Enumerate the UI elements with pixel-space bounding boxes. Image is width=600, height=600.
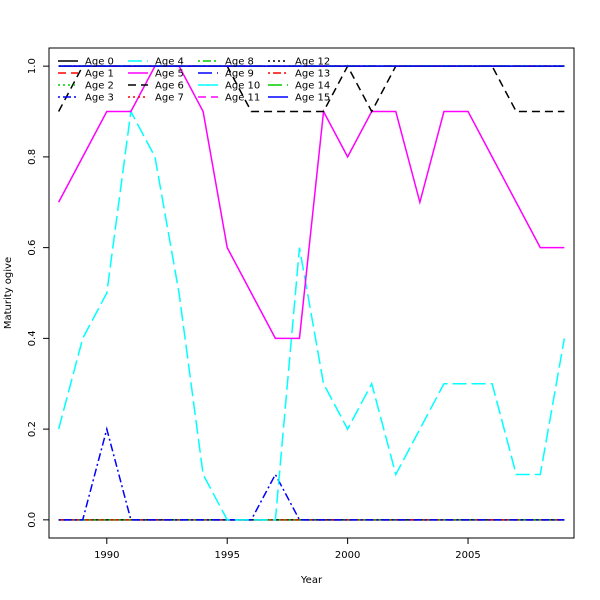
legend-label: Age 2 <box>85 81 114 92</box>
y-tick-label: 0.2 <box>27 421 38 437</box>
legend-label: Age 10 <box>225 81 260 92</box>
y-tick-label: 0.4 <box>27 330 38 346</box>
x-axis-title: Year <box>300 575 323 586</box>
legend-label: Age 14 <box>295 81 330 92</box>
x-axis: 1990 1995 2000 2005 <box>94 538 481 561</box>
plot-frame <box>48 47 575 539</box>
x-tick-label: 1995 <box>214 550 239 561</box>
legend-label: Age 6 <box>155 81 184 92</box>
series-line-age-5 <box>57 65 565 340</box>
x-tick-label: 1990 <box>94 550 119 561</box>
series-layer <box>57 64 566 521</box>
legend-label: Age 15 <box>295 93 330 104</box>
y-axis: 0.0 0.2 0.4 0.6 0.8 1.0 <box>27 58 49 528</box>
legend-label: Age 3 <box>85 93 114 104</box>
legend-label: Age 11 <box>225 93 260 104</box>
legend-label: Age 13 <box>295 69 330 80</box>
x-tick-label: 2005 <box>455 550 480 561</box>
legend-label: Age 1 <box>85 69 114 80</box>
legend-label: Age 7 <box>155 93 184 104</box>
y-tick-label: 0.0 <box>27 512 38 528</box>
y-tick-label: 0.6 <box>27 240 38 256</box>
legend-label: Age 8 <box>225 57 254 68</box>
legend-label: Age 5 <box>155 69 184 80</box>
y-tick-label: 1.0 <box>27 58 38 74</box>
y-tick-label: 0.8 <box>27 149 38 165</box>
series-line-age-3 <box>58 426 565 521</box>
legend-label: Age 12 <box>295 57 330 68</box>
legend-label: Age 9 <box>225 69 254 80</box>
x-tick-label: 2000 <box>335 550 360 561</box>
legend-label: Age 0 <box>85 57 114 68</box>
legend-label: Age 4 <box>155 57 184 68</box>
y-axis-title: Maturity ogive <box>3 257 14 329</box>
series-line-age-4 <box>57 109 566 521</box>
